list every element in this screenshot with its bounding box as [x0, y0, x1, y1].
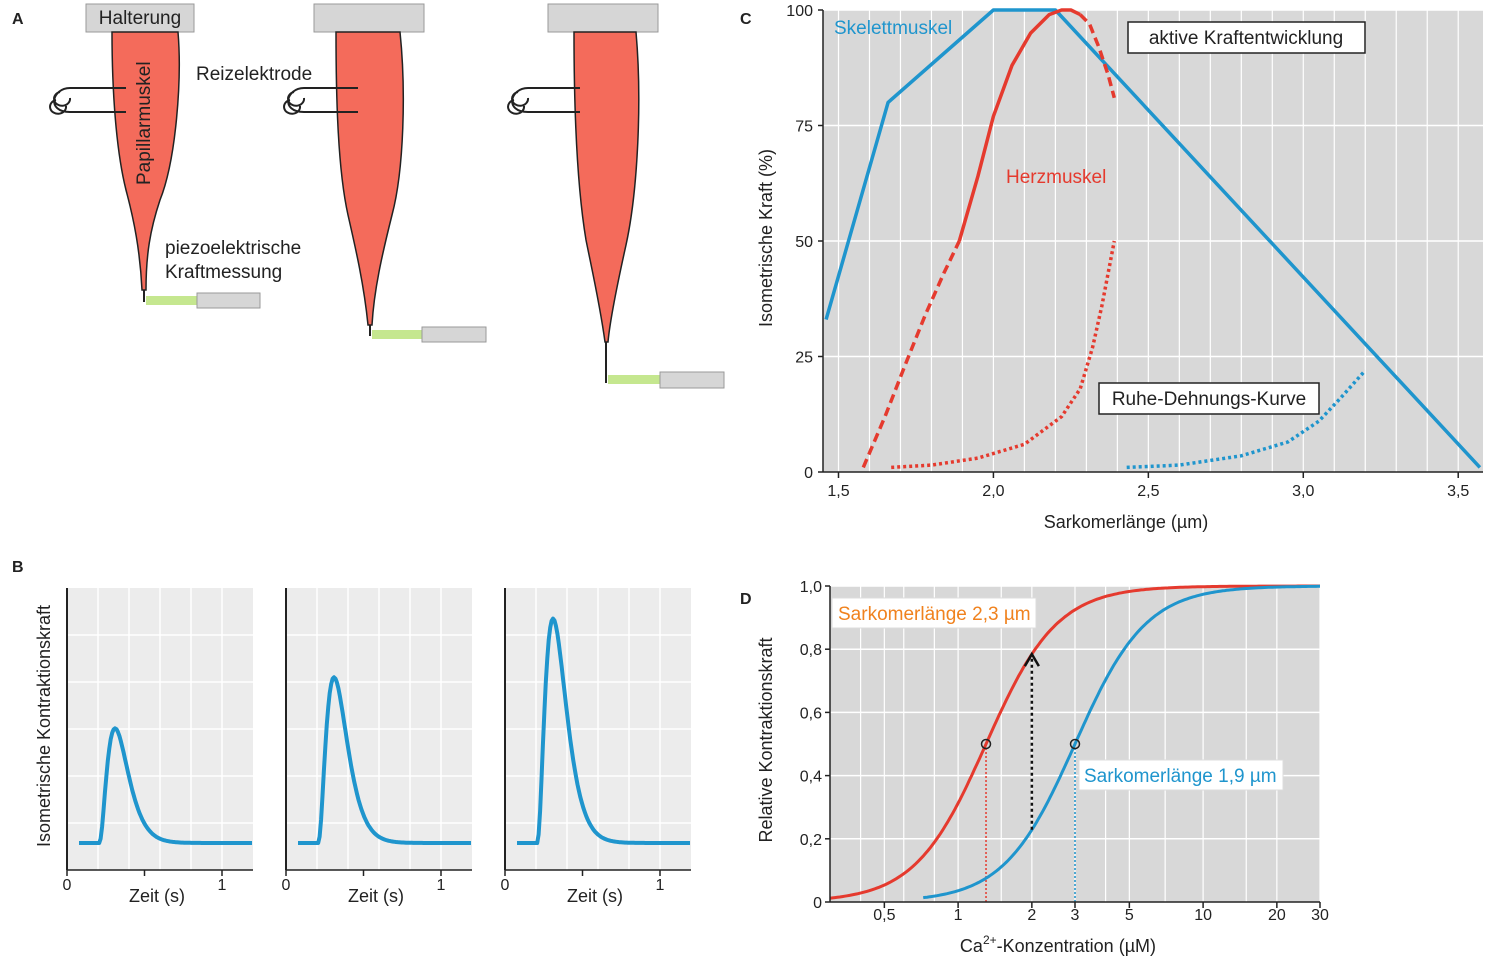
panel-c-xlabel: Sarkomerlänge (µm) [1044, 512, 1208, 532]
x-tick-label: 3 [1071, 907, 1080, 924]
panel-a-letter: A [12, 11, 24, 28]
x-tick-label: 2,5 [1137, 483, 1159, 500]
twitch-tick-label-1: 1 [656, 877, 665, 894]
twitch-panels: 0 1 Zeit (s) 0 1 Zeit (s) 0 1 Zeit (s) [63, 588, 691, 906]
panel-d-series [829, 584, 1320, 902]
x-tick-label: 3,5 [1447, 483, 1469, 500]
papillary-muscle-2 [335, 31, 405, 326]
panel-d-letter: D [740, 591, 752, 608]
muscle-label: Papillarmuskel [134, 61, 155, 185]
panel-d-ticks: 0 0,2 0,4 0,6 0,8 1,0 0,5 1 2 3 5 10 20 30 [800, 579, 1329, 924]
panel-c-letter: C [740, 11, 752, 28]
twitch-curve [297, 675, 472, 845]
y-tick-label: 75 [795, 119, 813, 136]
panel-d-series-1 [922, 584, 1320, 900]
panel-c-series [824, 8, 1482, 470]
twitch-tick-label-0: 0 [282, 877, 291, 894]
cardiac-label: Herzmuskel [1006, 167, 1106, 188]
x-tick-label: 1,5 [827, 483, 849, 500]
x-tick-label: 30 [1311, 907, 1329, 924]
panel-d-series-0 [829, 584, 1320, 900]
panel-b-letter: B [12, 559, 24, 576]
panel-d: D 0 0,2 0,4 0,6 0,8 1,0 0,5 1 2 3 5 10 20 30 Relative… [740, 579, 1329, 956]
sensor-block-1 [196, 292, 261, 309]
y-tick-label: 0,6 [800, 705, 822, 722]
y-tick-label: 25 [795, 350, 813, 367]
y-tick-label: 100 [786, 3, 813, 20]
panel-c: C 0 25 50 75 100 1,5 2,0 2,5 3,0 3,5 Isometrische… [740, 3, 1483, 532]
panel-d-grid [830, 585, 1321, 902]
electrode-2 [283, 87, 358, 115]
x-tick-label: 10 [1194, 907, 1212, 924]
x-tick-label: 2,0 [982, 483, 1004, 500]
sensor-block-3 [659, 371, 725, 389]
label-long-box [831, 597, 1037, 629]
panel-c-series-2 [861, 240, 961, 469]
twitch-tick-label-1: 1 [437, 877, 446, 894]
y-tick-label: 0,2 [800, 832, 822, 849]
panel-c-series-5 [1126, 369, 1367, 470]
x-tick-label: 0,5 [873, 907, 895, 924]
sensor-beam-1 [146, 296, 198, 305]
sensor-beam-3 [608, 375, 662, 384]
y-tick-label: 0,8 [800, 642, 822, 659]
label-long: Sarkomerlänge 2,3 µm [838, 604, 1031, 625]
passive-box-label: Ruhe-Dehnungs-Kurve [1112, 389, 1306, 410]
panel-c-ticks: 0 25 50 75 100 1,5 2,0 2,5 3,0 3,5 [786, 3, 1469, 500]
ec50-marker [1069, 738, 1081, 750]
sensor-label-1: piezoelektrische [165, 238, 301, 259]
twitch-tick-label-1: 1 [218, 877, 227, 894]
twitch-curve [78, 726, 253, 845]
active-box-label: aktive Kraftentwicklung [1149, 28, 1343, 49]
twitch-xlabel: Zeit (s) [129, 886, 185, 906]
panel-b-ylabel: Isometrische Kontraktionskraft [34, 605, 54, 847]
papillary-muscle-3 [573, 31, 640, 343]
holder-label: Halterung [99, 8, 181, 29]
active-box [1127, 21, 1366, 54]
x-tick-label: 5 [1125, 907, 1134, 924]
panel-b: B Isometrische Kontraktionskraft 0 1 Zeit … [12, 559, 691, 906]
x-tick-label: 1 [954, 907, 963, 924]
panel-c-series-0 [824, 8, 1482, 469]
shift-arrow-head [1023, 651, 1040, 667]
y-tick-label: 0 [813, 895, 822, 912]
sensor-label-2: Kraftmessung [165, 262, 282, 283]
electrode-3 [507, 87, 580, 115]
passive-box [1098, 382, 1320, 415]
panel-d-ylabel: Relative Kontraktionskraft [756, 637, 776, 842]
skeletal-label: Skelettmuskel [834, 18, 952, 39]
x-tick-label: 20 [1268, 907, 1286, 924]
panel-c-series-3 [1078, 13, 1116, 99]
holder-2 [313, 3, 425, 33]
panel-c-ylabel: Isometrische Kraft (%) [756, 149, 776, 327]
twitch-tick-label-0: 0 [63, 877, 72, 894]
y-tick-label: 50 [795, 234, 813, 251]
electrode-1 [49, 87, 126, 115]
holder-1 [85, 3, 195, 33]
panel-c-series-4 [891, 240, 1117, 470]
ec50-marker [980, 738, 992, 750]
twitch-xlabel: Zeit (s) [348, 886, 404, 906]
holder-3 [547, 3, 659, 33]
y-tick-label: 1,0 [800, 579, 822, 596]
panel-c-series-1 [957, 8, 1081, 242]
twitch-xlabel: Zeit (s) [567, 886, 623, 906]
electrode-label: Reizelektrode [196, 64, 312, 85]
papillary-muscle-1 [111, 31, 180, 291]
twitch-curve [516, 616, 691, 845]
panel-a: A Halterung Papillarmuskel Reizelektrode… [12, 3, 725, 389]
sensor-block-2 [421, 326, 487, 343]
y-tick-label: 0 [804, 465, 813, 482]
twitch-tick-label-0: 0 [501, 877, 510, 894]
y-tick-label: 0,4 [800, 769, 822, 786]
sensor-beam-2 [372, 330, 424, 339]
x-tick-label: 3,0 [1292, 483, 1314, 500]
panel-c-grid [823, 9, 1483, 472]
label-short: Sarkomerlänge 1,9 µm [1084, 766, 1277, 787]
label-short-box [1078, 759, 1284, 791]
panel-d-xlabel: Ca2+-Konzentration (µM) [960, 933, 1156, 956]
x-tick-label: 2 [1027, 907, 1036, 924]
